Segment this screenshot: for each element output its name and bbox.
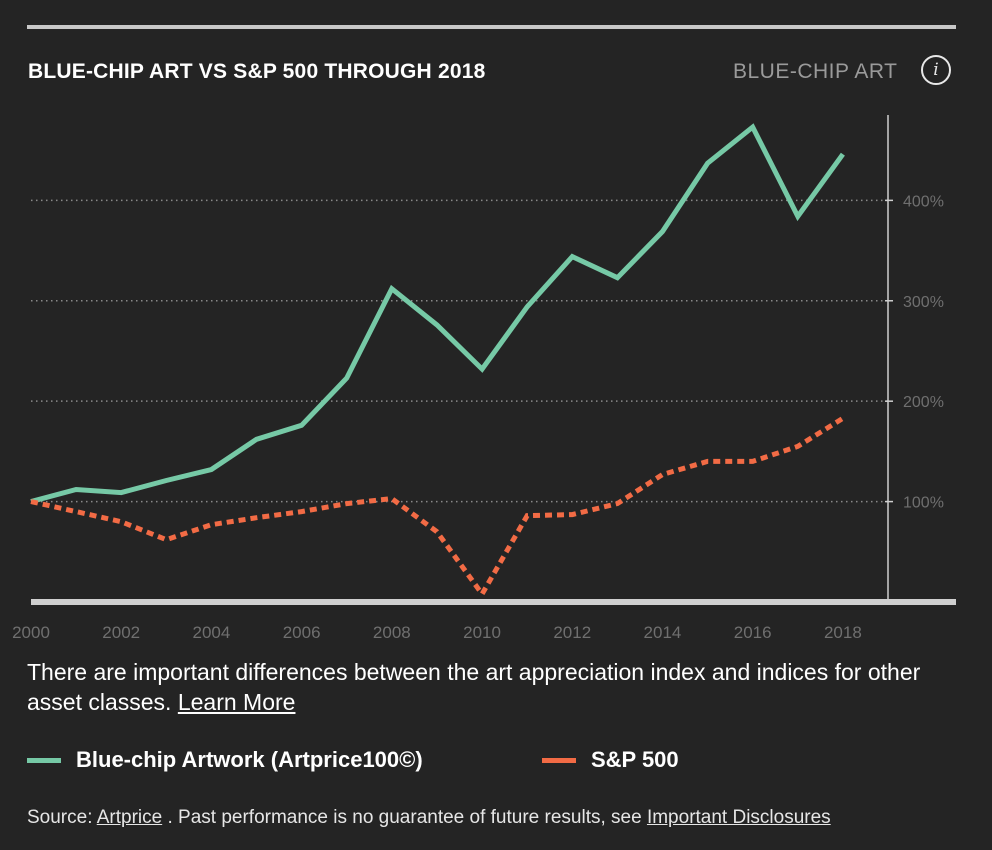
grid-layer [31,199,888,503]
chart-category-tag: BLUE-CHIP ART [733,60,898,83]
x-tick-label-2008: 2008 [373,623,411,642]
legend-swatch-art [27,757,61,763]
legend-label-art: Blue-chip Artwork (Artprice100©) [76,747,423,772]
series-line-art [30,123,845,505]
chart-title: BLUE-CHIP ART VS S&P 500 THROUGH 2018 [28,60,486,83]
x-tick-label-2006: 2006 [283,623,321,642]
source-text: . Past performance is no guarantee of fu… [167,807,642,828]
y-tick-label-400: 400% [903,193,944,210]
y-tick-label-100: 100% [903,495,944,512]
source-line: Source: Artprice . Past performance is n… [27,807,831,829]
y-tick-layer: 100% 200% 300% 400% [885,193,944,512]
x-tick-label-2002: 2002 [102,623,140,642]
x-tick-label-2018: 2018 [824,623,862,642]
legend-item-art[interactable]: Blue-chip Artwork (Artprice100©) [27,747,423,773]
y-tick-label-300: 300% [903,294,944,311]
line-chart: 100% 200% 300% 400% 2000 2002 2004 2006 2008 201… [12,115,956,642]
disclaimer: There are important differences between … [27,657,957,717]
series-layer [30,123,845,599]
x-tick-label-2016: 2016 [734,623,772,642]
info-icon[interactable]: i [921,55,951,85]
x-tick-label-2012: 2012 [553,623,591,642]
x-tick-label-2014: 2014 [644,623,682,642]
learn-more-link[interactable]: Learn More [177,689,296,715]
source-prefix: Source: [27,807,93,828]
top-rule [27,25,956,29]
legend-label-sp500: S&P 500 [591,747,679,772]
legend-item-sp500[interactable]: S&P 500 [542,747,679,773]
important-disclosures-link[interactable]: Important Disclosures [646,807,831,828]
x-tick-layer: 2000 2002 2004 2006 2008 2010 2012 2014 2016 2018 [12,623,862,642]
x-tick-label-2000: 2000 [12,623,50,642]
series-line-sp500 [30,416,845,599]
disclaimer-text: There are important differences between … [27,659,921,715]
y-tick-label-200: 200% [903,394,944,411]
artprice-link[interactable]: Artprice [96,807,163,828]
x-tick-label-2010: 2010 [463,623,501,642]
legend-swatch-sp500 [542,757,576,763]
x-tick-label-2004: 2004 [193,623,231,642]
